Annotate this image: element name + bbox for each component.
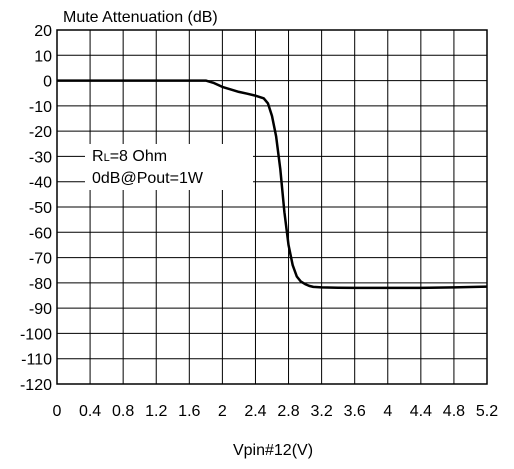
chart-title: Mute Attenuation (dB) xyxy=(63,9,218,26)
x-tick-label: 4.4 xyxy=(410,403,432,420)
plot-frame xyxy=(56,29,488,385)
y-tick-label: -70 xyxy=(29,251,52,268)
annotation-line-2: 0dB@Pout=1W xyxy=(92,170,204,187)
y-tick-label: -120 xyxy=(20,377,52,394)
y-tick-label: -90 xyxy=(29,301,52,318)
annotation-box: RL=8 Ohm 0dB@Pout=1W xyxy=(85,144,253,190)
y-tick-label: -30 xyxy=(29,149,52,166)
annotation-rl-subscript: L xyxy=(104,152,110,164)
x-tick-label: 3.2 xyxy=(310,403,332,420)
x-tick-label: 5.2 xyxy=(476,403,498,420)
series-line-attenuation xyxy=(57,79,488,290)
x-tick-label: 0.8 xyxy=(112,403,134,420)
annotation-rl-main: R xyxy=(92,148,104,165)
x-tick-label: 0.4 xyxy=(79,403,101,420)
y-tick-label: -10 xyxy=(29,99,52,116)
x-tick-label: 2 xyxy=(218,403,227,420)
y-tick-label: -50 xyxy=(29,200,52,217)
y-tick-label: -20 xyxy=(29,124,52,141)
y-tick-label: 0 xyxy=(43,74,52,91)
annotation-rl-value: =8 Ohm xyxy=(110,148,167,165)
y-tick-label: -60 xyxy=(29,225,52,242)
x-tick-labels: 0 0.4 0.8 1.2 1.6 2 2.4 2.8 3.2 3.6 4 4.4 4.8 5.2 xyxy=(53,403,499,420)
x-tick-label: 4 xyxy=(383,403,392,420)
x-tick-label: 0 xyxy=(53,403,62,420)
y-tick-label: -80 xyxy=(29,276,52,293)
annotation-line-1: RL=8 Ohm xyxy=(92,148,167,165)
y-tick-label: -100 xyxy=(20,326,52,343)
x-tick-label: 2.8 xyxy=(277,403,299,420)
x-tick-label: 4.8 xyxy=(443,403,465,420)
annotation-background xyxy=(85,144,253,190)
x-tick-label: 2.4 xyxy=(244,403,266,420)
y-tick-label: -110 xyxy=(21,352,52,369)
y-tick-label: -40 xyxy=(29,175,52,192)
x-tick-label: 3.6 xyxy=(344,403,366,420)
x-axis-label: Vpin#12(V) xyxy=(233,442,313,459)
y-tick-labels: 20 10 0 -10 -20 -30 -40 -50 -60 -70 -80 -90 -100 -110… xyxy=(20,23,52,394)
y-tick-label: 10 xyxy=(34,48,52,65)
x-tick-label: 1.6 xyxy=(178,403,200,420)
y-tick-label: 20 xyxy=(34,23,52,40)
x-tick-label: 1.2 xyxy=(145,403,167,420)
grid xyxy=(56,29,488,385)
